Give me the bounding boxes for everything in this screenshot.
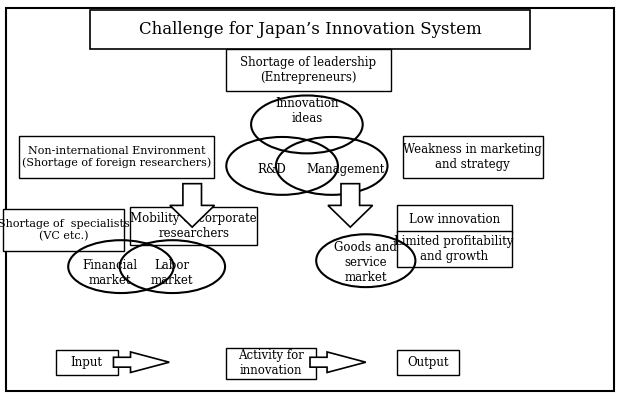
Text: Shortage of leadership
(Entrepreneurs): Shortage of leadership (Entrepreneurs): [241, 56, 376, 84]
FancyBboxPatch shape: [56, 350, 118, 375]
Text: Innovation
ideas: Innovation ideas: [275, 97, 339, 124]
FancyBboxPatch shape: [397, 231, 512, 267]
FancyBboxPatch shape: [226, 49, 391, 91]
FancyBboxPatch shape: [3, 209, 124, 251]
FancyBboxPatch shape: [19, 136, 214, 178]
Text: Weakness in marketing
and strategy: Weakness in marketing and strategy: [404, 143, 542, 171]
Polygon shape: [328, 184, 373, 227]
Text: Goods and
service
market: Goods and service market: [334, 241, 397, 284]
Polygon shape: [170, 184, 215, 227]
Text: R&D: R&D: [257, 163, 286, 175]
Text: Non-international Environment
(Shortage of foreign researchers): Non-international Environment (Shortage …: [22, 146, 211, 168]
Text: Management: Management: [307, 163, 385, 175]
Text: Shortage of  specialists
(VC etc.): Shortage of specialists (VC etc.): [0, 219, 130, 241]
FancyBboxPatch shape: [90, 10, 530, 49]
Text: Financial
market: Financial market: [83, 260, 138, 287]
FancyBboxPatch shape: [6, 8, 614, 391]
Polygon shape: [113, 352, 169, 372]
Text: Labor
market: Labor market: [151, 260, 193, 287]
Text: Challenge for Japan’s Innovation System: Challenge for Japan’s Innovation System: [139, 21, 481, 38]
Text: Mobility of corporate
researchers: Mobility of corporate researchers: [130, 212, 257, 240]
Text: Input: Input: [71, 356, 103, 369]
Polygon shape: [310, 352, 366, 372]
Text: Activity for
innovation: Activity for innovation: [238, 350, 304, 377]
FancyBboxPatch shape: [226, 348, 316, 379]
Text: Output: Output: [407, 356, 448, 369]
FancyBboxPatch shape: [397, 205, 512, 233]
FancyBboxPatch shape: [130, 207, 257, 245]
FancyBboxPatch shape: [397, 350, 459, 375]
FancyBboxPatch shape: [403, 136, 542, 178]
Text: Limited profitability
and growth: Limited profitability and growth: [394, 235, 514, 263]
Text: Low innovation: Low innovation: [409, 213, 500, 226]
